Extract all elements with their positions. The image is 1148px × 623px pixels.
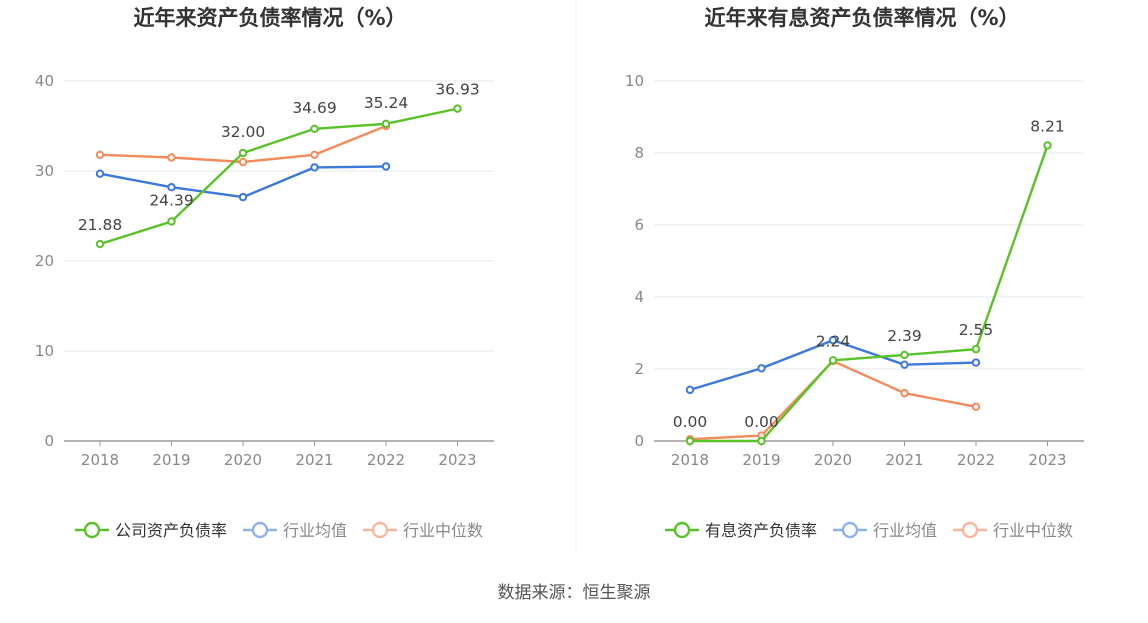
data-label: 36.93 [435, 81, 479, 99]
legend-label: 行业中位数 [993, 521, 1073, 540]
chart-panel-left: 近年来资产负债率情况（%） 0 10 20 30 40 2018 2019 2020 2021 20… [35, 6, 494, 540]
data-point [167, 217, 176, 226]
legend-label: 行业均值 [283, 521, 347, 540]
data-point [167, 153, 176, 162]
legend-swatch-marker [251, 521, 269, 539]
data-label: 0.00 [744, 413, 779, 431]
data-point [238, 157, 248, 167]
x-tick-label: 2020 [224, 451, 262, 469]
data-point [95, 239, 105, 249]
y-tick-label: 8 [634, 144, 644, 162]
x-tick-label: 2018 [671, 451, 709, 469]
data-point [453, 104, 462, 113]
chart-panel-right: 近年来有息资产负债率情况（%） 0 2 4 6 8 10 2018 2019 2020 2021 20… [625, 6, 1084, 540]
y-tick-label: 4 [634, 288, 644, 306]
data-point [900, 360, 909, 369]
data-label: 2.39 [887, 327, 922, 345]
x-tick-label: 2019 [152, 451, 190, 469]
legend-swatch-marker [673, 521, 691, 539]
data-label: 0.00 [673, 413, 708, 431]
data-point [685, 436, 695, 446]
legend-swatch-marker [371, 521, 389, 539]
data-label: 35.24 [364, 94, 408, 112]
data-point [828, 336, 838, 345]
y-tick-label: 30 [35, 162, 54, 180]
data-point [971, 402, 981, 411]
data-point [900, 350, 909, 360]
data-label: 21.88 [78, 216, 122, 234]
x-tick-label: 2021 [885, 451, 923, 469]
data-point [971, 358, 981, 367]
y-tick-label: 10 [35, 342, 54, 360]
y-tick-label: 0 [634, 432, 644, 450]
y-tick-label: 6 [634, 216, 644, 234]
data-label: 34.69 [292, 99, 336, 117]
legend-swatch-marker [961, 521, 979, 539]
data-label: 2.24 [816, 332, 851, 350]
y-tick-label: 0 [44, 432, 54, 450]
data-point [381, 119, 391, 129]
data-point [757, 364, 766, 373]
data-point [238, 148, 248, 158]
series-line-2 [689, 359, 977, 441]
data-label: 8.21 [1030, 117, 1065, 135]
data-point [310, 150, 319, 160]
data-point [95, 169, 105, 178]
x-tick-label: 2022 [367, 451, 405, 469]
data-point [381, 162, 391, 171]
data-point [310, 163, 319, 172]
x-tick-label: 2023 [1028, 451, 1066, 469]
y-tick-label: 40 [35, 72, 54, 90]
legend-label: 有息资产负债率 [705, 521, 817, 540]
y-tick-label: 10 [625, 72, 644, 90]
data-point [1043, 141, 1052, 150]
legend-label: 公司资产负债率 [115, 521, 227, 540]
data-label: 24.39 [149, 191, 193, 209]
x-tick-label: 2021 [295, 451, 333, 469]
x-tick-label: 2019 [742, 451, 780, 469]
x-tick-label: 2022 [957, 451, 995, 469]
y-tick-label: 20 [35, 252, 54, 270]
legend-label: 行业均值 [873, 521, 937, 540]
x-tick-label: 2018 [81, 451, 119, 469]
series-line-0 [690, 145, 1049, 443]
legend-swatch-marker [841, 521, 859, 539]
data-point [971, 345, 981, 354]
x-tick-label: 2020 [814, 451, 852, 469]
data-point [685, 385, 695, 395]
data-point [828, 356, 838, 365]
data-point [167, 183, 176, 192]
data-point [95, 150, 105, 160]
legend-label: 行业中位数 [403, 521, 483, 540]
chart-title: 近年来资产负债率情况（%） [133, 6, 406, 30]
data-point [238, 192, 248, 202]
source-caption: 数据来源：恒生聚源 [498, 583, 651, 603]
x-tick-label: 2023 [438, 451, 476, 469]
data-point [900, 388, 909, 398]
data-label: 32.00 [221, 123, 265, 141]
data-point [757, 436, 766, 446]
data-point [310, 124, 319, 133]
series-line-0 [99, 107, 458, 246]
data-label: 2.55 [959, 321, 994, 339]
y-tick-label: 2 [634, 360, 644, 378]
legend-swatch-marker [83, 521, 101, 539]
chart-title: 近年来有息资产负债率情况（%） [704, 6, 1019, 30]
